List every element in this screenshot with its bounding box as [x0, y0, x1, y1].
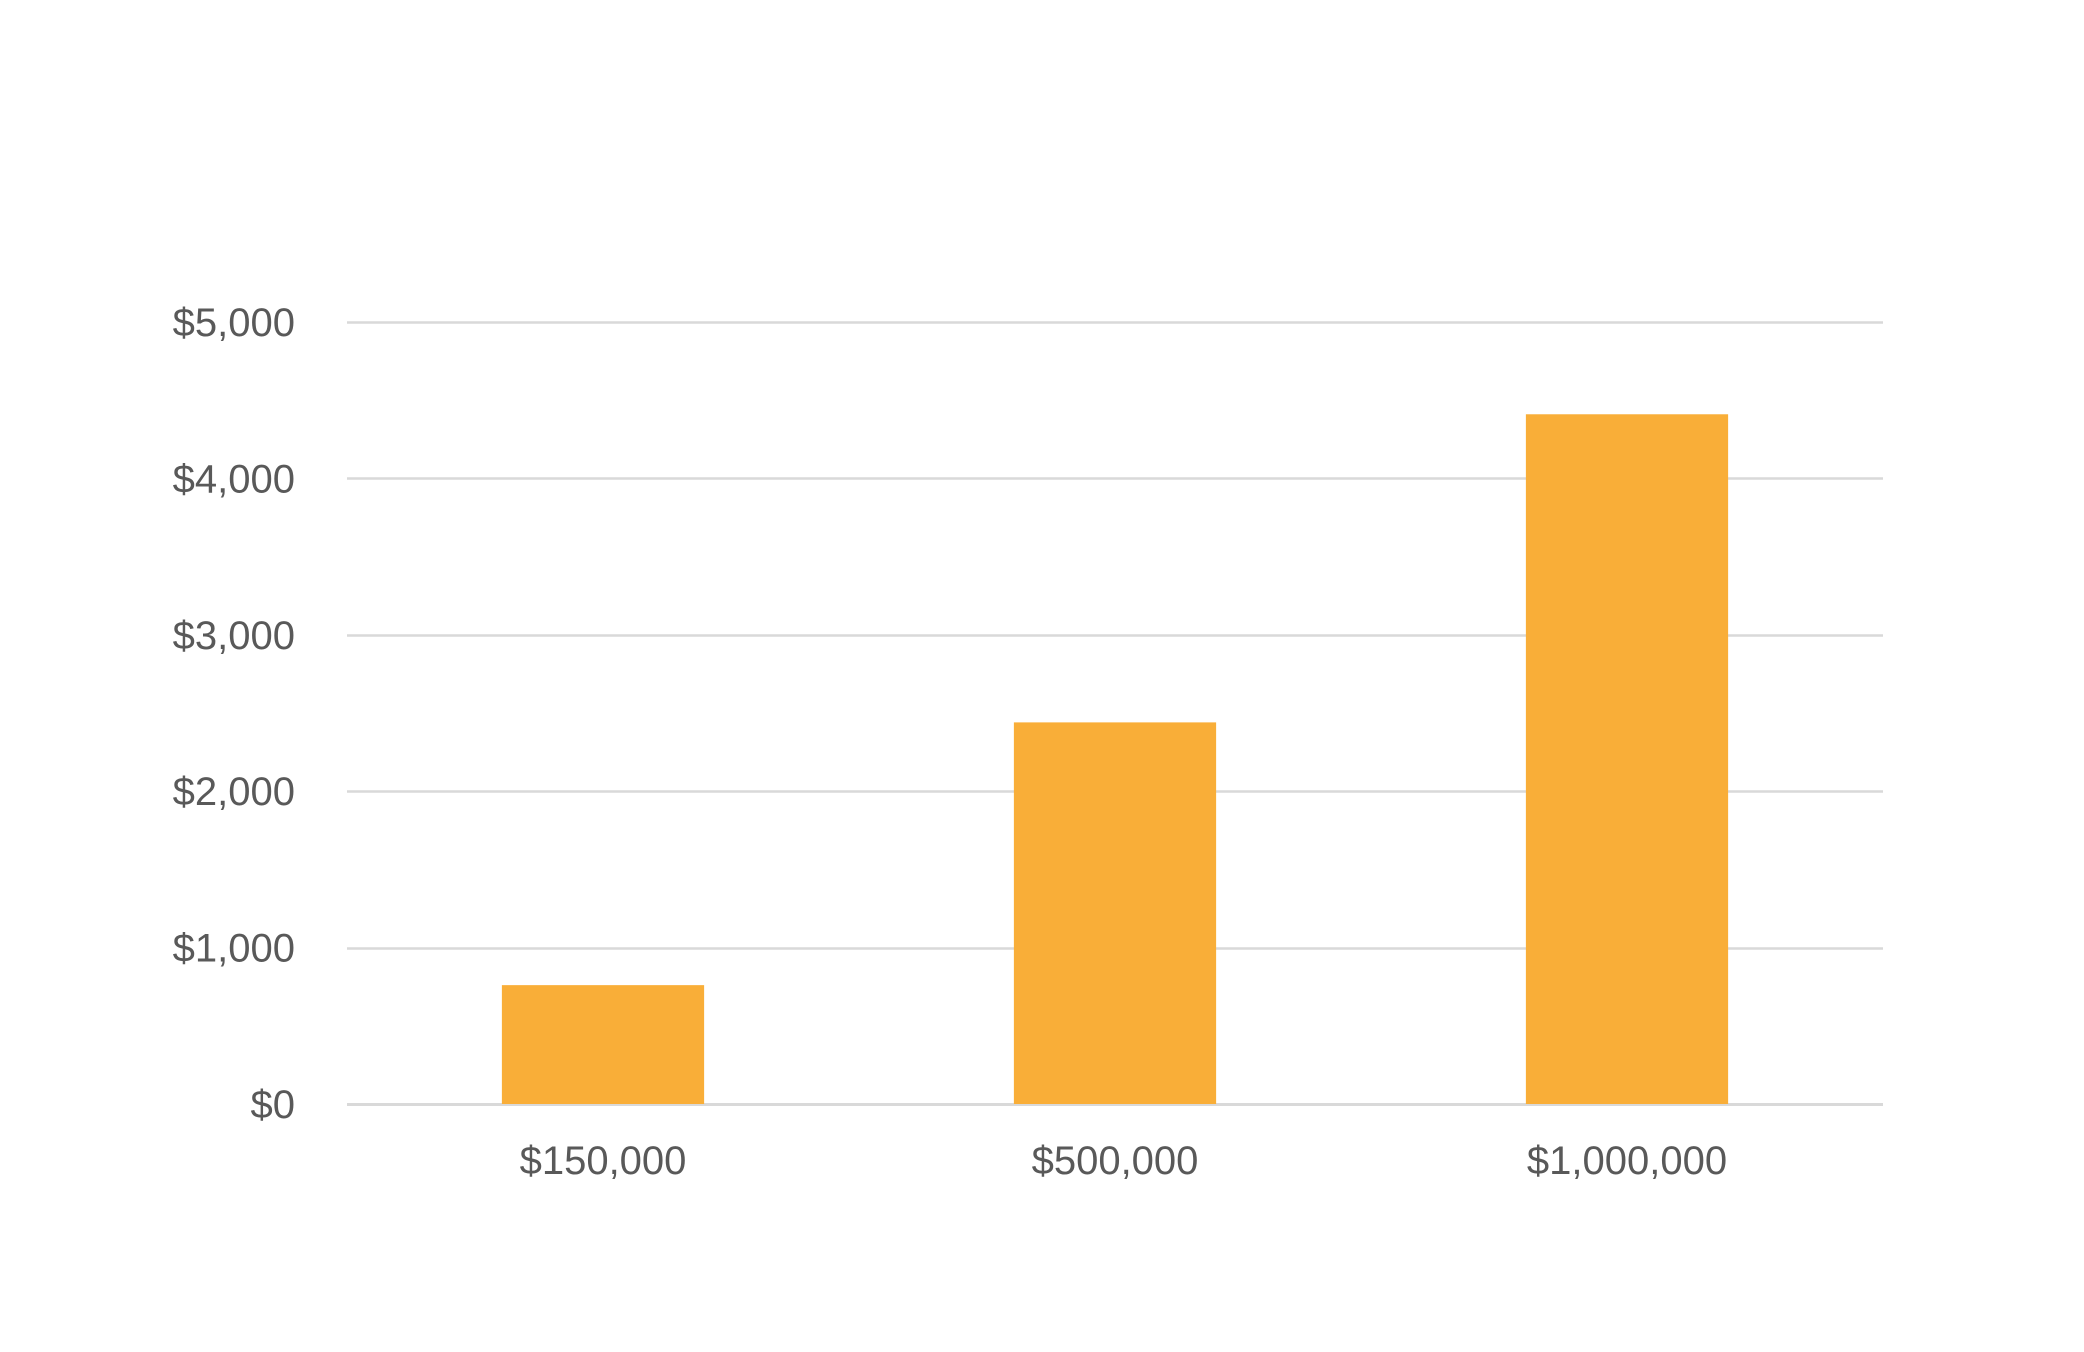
y-tick-label: $0	[251, 1083, 296, 1127]
bars	[501, 414, 1729, 1104]
y-axis-tick-labels: $0 $1,000 $2,000 $3,000 $4,000 $5,000	[173, 301, 295, 1127]
x-tick-label: $1,000,000	[1527, 1139, 1727, 1183]
bar	[1525, 414, 1729, 1104]
y-tick-label: $3,000	[173, 614, 295, 658]
y-tick-label: $4,000	[173, 457, 295, 501]
y-tick-label: $5,000	[173, 301, 295, 345]
bar	[501, 985, 705, 1104]
x-tick-label: $150,000	[520, 1139, 687, 1183]
x-tick-label: $500,000	[1032, 1139, 1199, 1183]
x-axis-tick-labels: $150,000 $500,000 $1,000,000	[520, 1139, 1728, 1183]
bar	[1013, 722, 1217, 1104]
y-tick-label: $1,000	[173, 927, 295, 971]
y-tick-label: $2,000	[173, 770, 295, 814]
